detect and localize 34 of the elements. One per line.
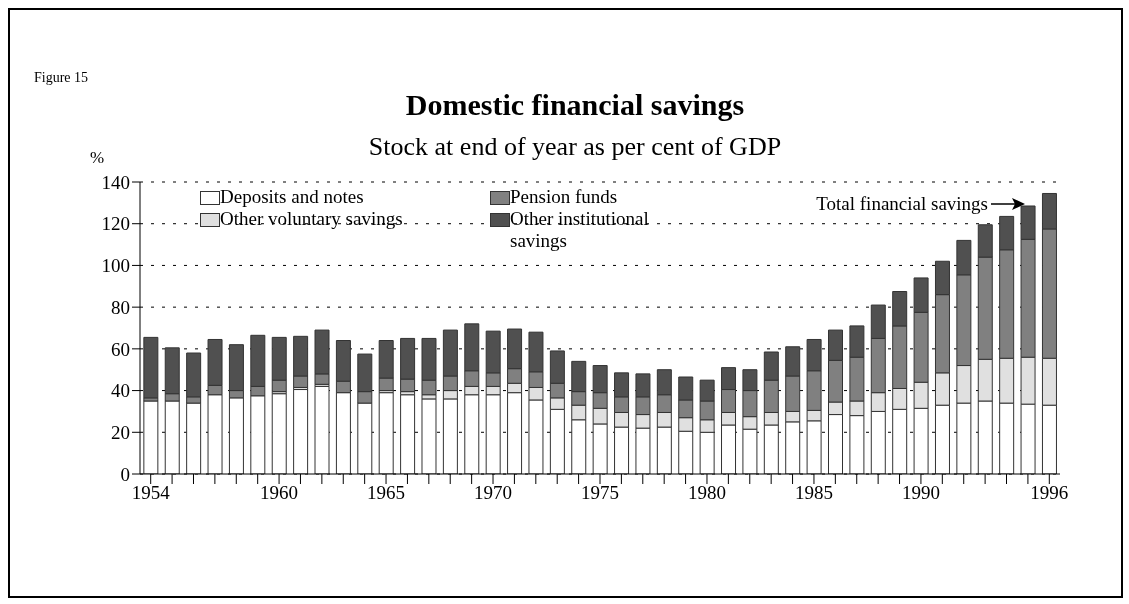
y-tick-label: 0 [120, 463, 130, 485]
bar [314, 385, 330, 474]
y-tick-label: 80 [111, 296, 130, 318]
x-tick-label: 1975 [581, 482, 619, 504]
y-tick-label: 60 [111, 338, 130, 360]
chart-subtitle: Stock at end of year as per cent of GDP [368, 132, 782, 161]
bar [143, 400, 159, 474]
x-tick-label: 1954 [131, 482, 171, 504]
bar [421, 398, 437, 474]
y-tick-label: 40 [111, 380, 130, 402]
y-axis-title: % [90, 148, 105, 168]
caption: Figure 15 [34, 70, 89, 86]
x-tick-label: 1985 [794, 482, 833, 504]
y-tick-label: 20 [111, 422, 130, 444]
annotation: Total financial savings [816, 193, 988, 215]
y-tick-label: 120 [101, 213, 130, 235]
bar [293, 389, 309, 474]
y-tick-label: 140 [101, 171, 130, 193]
bar [378, 392, 394, 474]
x-tick-label: 1996 [1030, 482, 1069, 504]
y-tick-label: 100 [101, 255, 130, 277]
bar [271, 393, 287, 474]
legend-label: Deposits and notes [220, 186, 364, 208]
bar [400, 394, 416, 474]
x-tick-label: 1980 [687, 482, 726, 504]
bar [143, 336, 159, 399]
x-tick-label: 1960 [260, 482, 299, 504]
legend-label: Pension funds [510, 186, 618, 208]
legend-label: Other institutional savings [510, 208, 650, 252]
x-tick-label: 1965 [367, 482, 406, 504]
chart-title: Domestic financial savings [404, 88, 746, 122]
x-tick-label: 1970 [474, 482, 513, 504]
legend-label: Other voluntary savings [220, 208, 403, 230]
x-tick-label: 1990 [901, 482, 940, 504]
